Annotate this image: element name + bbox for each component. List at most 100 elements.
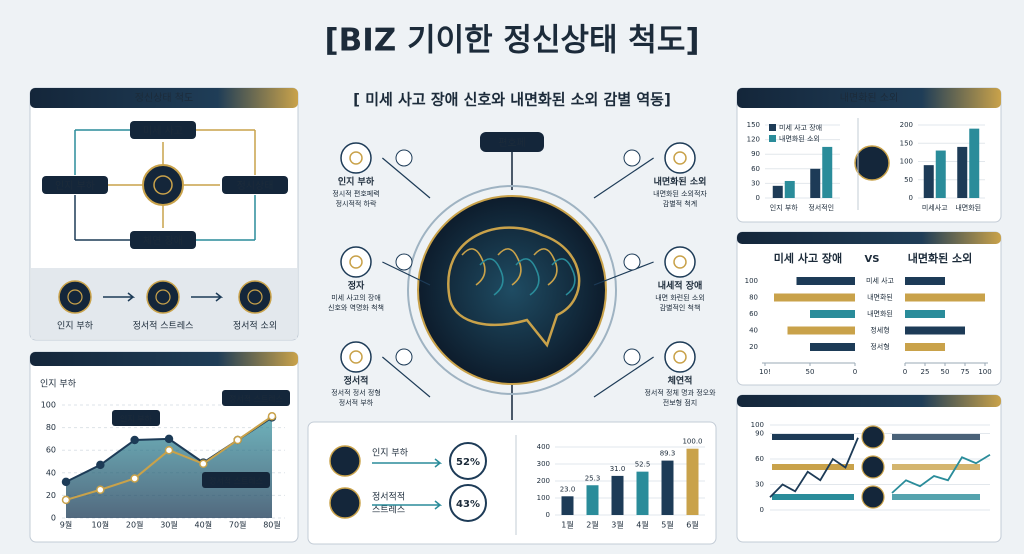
flow-node	[130, 121, 196, 139]
bar	[611, 475, 624, 515]
bar-label: 31.0	[610, 465, 626, 473]
x-tick-label: 4월	[636, 520, 648, 530]
y-tick-label: 20	[46, 491, 56, 500]
y-tick-label: 0	[546, 511, 550, 519]
summary-icon	[329, 445, 361, 477]
item-dot	[395, 348, 413, 366]
bar	[774, 293, 855, 302]
y-tick-label: 90	[755, 430, 764, 438]
y-tick-label: 60	[755, 455, 764, 463]
item-icon	[340, 341, 372, 373]
panel-header	[737, 395, 1001, 407]
summary-arrow	[372, 500, 443, 510]
bar	[772, 185, 783, 198]
bar-label: 25.3	[585, 474, 601, 482]
row-tick-label: 80	[749, 294, 758, 302]
deco-icon	[861, 485, 885, 509]
deco-icon	[861, 455, 885, 479]
x-tick-label: 0	[853, 368, 857, 376]
summary-label: 스트레스	[372, 505, 405, 516]
item-title: 내면화된 소외	[654, 176, 707, 188]
bar	[957, 146, 968, 198]
item-title: 내세적 장애	[658, 280, 703, 292]
bar-label: 89.3	[660, 450, 676, 458]
item-icon-inner	[349, 151, 363, 165]
y-tick-label: 30	[755, 481, 764, 489]
item-dot	[395, 253, 413, 271]
panel-title: 정신상태 척도	[135, 92, 193, 104]
legend-swatch	[769, 124, 776, 131]
panel-header	[737, 88, 1001, 108]
item-desc: 감별적인 척책	[660, 303, 701, 312]
flow-label: 정서적 소외	[233, 320, 277, 332]
bar	[935, 150, 946, 198]
bar	[905, 326, 965, 335]
row-tick-label: 60	[749, 310, 758, 318]
row-label: 내면화된	[867, 293, 893, 302]
item-icon-inner	[673, 151, 687, 165]
point	[267, 412, 277, 421]
item-title: 인지 부하	[338, 176, 375, 188]
item-icon	[664, 246, 696, 278]
x-tick-label: 30월	[160, 520, 178, 530]
deco-bar	[772, 464, 854, 470]
bar	[810, 343, 855, 351]
x-tick-label: 75	[961, 368, 970, 376]
y-tick-label: 100	[41, 401, 56, 410]
subtitle: [ 미세 사고 장애 신호와 내면화된 소외 감별 역동]	[353, 91, 671, 109]
bar	[905, 293, 985, 302]
brain-outline	[447, 226, 581, 348]
bar	[636, 471, 649, 515]
chart-title: 인지 부하	[40, 379, 77, 390]
item-desc: 감별적 척계	[663, 199, 697, 208]
node-label: 체연 장애	[143, 235, 183, 247]
item-icon-inner	[349, 350, 363, 364]
top-label: 편호페	[498, 137, 526, 149]
point	[130, 435, 139, 445]
panel-header	[30, 352, 298, 366]
flow-node	[222, 176, 288, 194]
legend-label: 미세 사고 장애	[779, 123, 822, 132]
connector	[593, 356, 654, 398]
x-tick-label: 80월	[263, 520, 281, 530]
brain-icon	[142, 164, 184, 206]
brain-fold	[515, 258, 540, 296]
item-desc: 정시적 편호페력	[332, 189, 379, 198]
point	[199, 459, 208, 469]
brain-fold	[479, 258, 504, 296]
summary-panel	[307, 421, 717, 545]
flow-node	[42, 176, 108, 194]
x-tick-label: 미세사고	[922, 203, 948, 212]
bar	[686, 448, 699, 515]
deco-bar	[772, 494, 854, 500]
y-tick-label: 150	[900, 139, 913, 147]
panel-header	[737, 232, 1001, 244]
x-tick-label: 70월	[229, 520, 247, 530]
item-dot	[623, 348, 641, 366]
x-tick-label: 2월	[586, 520, 598, 530]
brain-ring	[407, 185, 617, 395]
x-tick-label: 40월	[195, 520, 213, 530]
item-dot	[623, 149, 641, 167]
item-icon-inner	[673, 350, 687, 364]
x-tick-label: 0	[903, 368, 907, 376]
connector	[382, 261, 431, 286]
connector	[593, 157, 654, 199]
x-tick-label: 10!	[759, 368, 771, 376]
vs-label: VS	[865, 254, 880, 265]
point	[130, 474, 139, 483]
bar	[561, 496, 574, 515]
bar	[923, 165, 934, 198]
compare-title: 내면화된 소외	[908, 251, 973, 265]
point	[233, 435, 242, 445]
summary-icon	[329, 487, 361, 519]
x-tick-label: 20월	[126, 520, 144, 530]
x-tick-label: 정서적인	[808, 203, 834, 212]
flow-icon-inner	[247, 289, 263, 305]
connector	[382, 157, 431, 199]
bar	[822, 146, 833, 198]
panel-header	[30, 88, 298, 108]
y-tick-label: 0	[756, 194, 760, 202]
brain-fold	[461, 248, 486, 286]
